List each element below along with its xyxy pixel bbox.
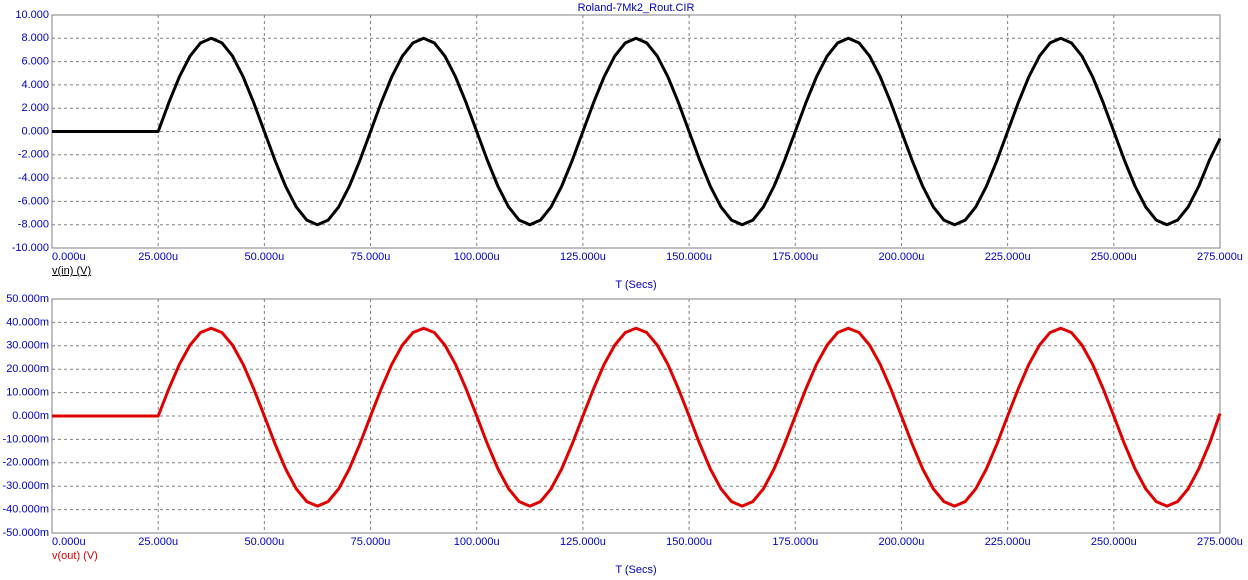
y-tick-label: 10.000m [6, 387, 49, 399]
x-tick-label: 275.000u [1197, 251, 1243, 263]
y-tick-label: -10.000 [12, 242, 49, 254]
y-tick-label: 10.000 [15, 9, 49, 21]
x-tick-label: 175.000u [772, 251, 818, 263]
x-tick-label: 200.000u [879, 251, 925, 263]
y-tick-label: 0.000m [12, 410, 49, 422]
x-tick-label: 225.000u [985, 536, 1031, 548]
legend-label: v(out) (V) [52, 550, 98, 562]
x-tick-label: 125.000u [560, 251, 606, 263]
x-tick-label: 100.000u [454, 536, 500, 548]
y-tick-label: -20.000m [3, 457, 49, 469]
x-tick-label: 150.000u [666, 536, 712, 548]
legend-label: v(in) (V) [52, 265, 91, 277]
y-tick-label: -4.000 [18, 172, 49, 184]
y-tick-label: 0.000 [21, 125, 49, 137]
x-tick-label: 75.000u [351, 536, 391, 548]
y-tick-label: -8.000 [18, 219, 49, 231]
y-tick-label: 6.000 [21, 56, 49, 68]
y-tick-label: -30.000m [3, 480, 49, 492]
y-tick-label: -40.000m [3, 504, 49, 516]
series-line [52, 326, 1222, 508]
x-tick-label: 275.000u [1197, 536, 1243, 548]
x-tick-label: 100.000u [454, 251, 500, 263]
x-tick-label: 50.000u [244, 536, 284, 548]
y-tick-label: -6.000 [18, 195, 49, 207]
x-tick-label: 150.000u [666, 251, 712, 263]
y-tick-label: -2.000 [18, 149, 49, 161]
y-tick-label: 2.000 [21, 102, 49, 114]
x-tick-label: 25.000u [138, 251, 178, 263]
x-tick-label: 200.000u [879, 536, 925, 548]
y-tick-label: 30.000m [6, 340, 49, 352]
y-tick-label: -50.000m [3, 527, 49, 539]
x-axis-title: T (Secs) [615, 279, 656, 291]
x-tick-label: 250.000u [1091, 251, 1137, 263]
series-line [52, 36, 1222, 227]
y-tick-label: 20.000m [6, 363, 49, 375]
x-tick-label: 50.000u [244, 251, 284, 263]
x-tick-label: 125.000u [560, 536, 606, 548]
x-tick-label: 250.000u [1091, 536, 1137, 548]
y-tick-label: 4.000 [21, 79, 49, 91]
x-tick-label: 0.000u [52, 536, 86, 548]
x-tick-label: 25.000u [138, 536, 178, 548]
chart-title: Roland-7Mk2_Rout.CIR [578, 2, 695, 14]
x-tick-label: 0.000u [52, 251, 86, 263]
x-axis-title: T (Secs) [615, 564, 656, 576]
y-tick-label: -10.000m [3, 433, 49, 445]
x-tick-label: 175.000u [772, 536, 818, 548]
y-tick-label: 8.000 [21, 32, 49, 44]
y-tick-label: 40.000m [6, 316, 49, 328]
x-tick-label: 75.000u [351, 251, 391, 263]
x-tick-label: 225.000u [985, 251, 1031, 263]
y-tick-label: 50.000m [6, 293, 49, 305]
